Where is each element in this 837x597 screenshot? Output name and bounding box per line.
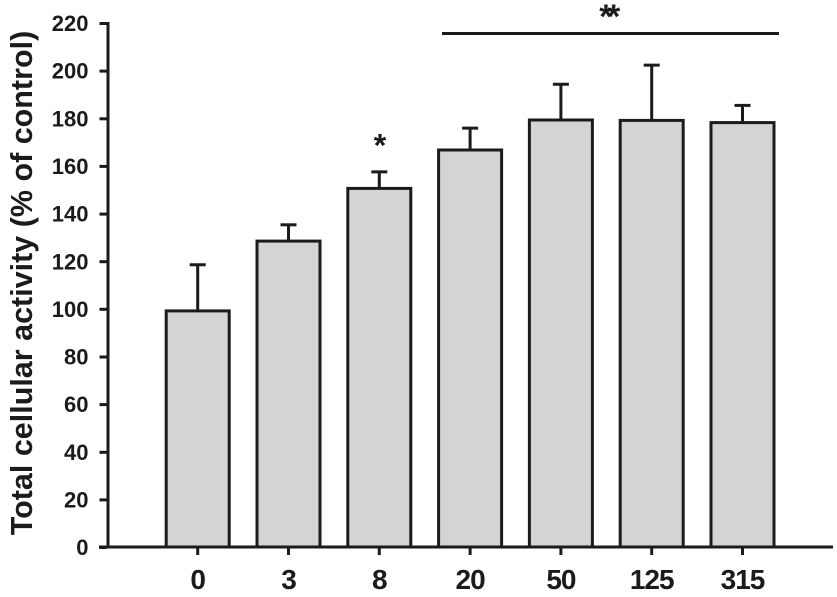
svg-text:160: 160	[52, 154, 89, 179]
svg-text:125: 125	[630, 564, 674, 595]
svg-text:20: 20	[456, 564, 486, 595]
svg-text:120: 120	[52, 249, 89, 274]
svg-text:**: **	[599, 0, 621, 36]
svg-text:60: 60	[64, 392, 88, 417]
svg-text:100: 100	[52, 297, 89, 322]
svg-text:220: 220	[52, 11, 89, 36]
svg-text:315: 315	[721, 564, 765, 595]
svg-text:Total cellular activity (% of: Total cellular activity (% of control)	[5, 31, 39, 535]
svg-text:0: 0	[76, 535, 88, 560]
svg-text:20: 20	[64, 488, 88, 513]
svg-text:40: 40	[64, 440, 88, 465]
svg-text:140: 140	[52, 202, 89, 227]
svg-text:80: 80	[64, 345, 88, 370]
svg-text:0: 0	[190, 564, 205, 595]
svg-text:200: 200	[52, 59, 89, 84]
svg-text:3: 3	[281, 564, 296, 595]
svg-text:180: 180	[52, 106, 89, 131]
svg-text:*: *	[374, 128, 387, 164]
svg-text:50: 50	[546, 564, 576, 595]
svg-text:8: 8	[372, 564, 387, 595]
